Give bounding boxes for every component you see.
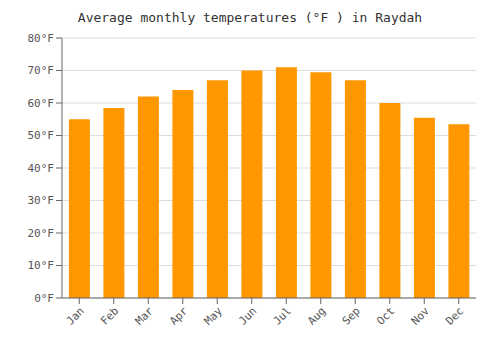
svg-text:Oct: Oct <box>374 304 397 327</box>
svg-text:Aug: Aug <box>305 304 328 327</box>
svg-text:May: May <box>202 304 226 328</box>
svg-text:0°F: 0°F <box>34 292 54 305</box>
svg-text:50°F: 50°F <box>28 129 55 142</box>
svg-text:80°F: 80°F <box>28 32 55 45</box>
svg-text:10°F: 10°F <box>28 259 55 272</box>
svg-text:Feb: Feb <box>98 304 121 327</box>
svg-text:Jan: Jan <box>64 304 87 327</box>
svg-text:30°F: 30°F <box>28 194 55 207</box>
svg-text:Sep: Sep <box>340 304 363 327</box>
svg-text:Jun: Jun <box>236 304 259 327</box>
svg-text:Apr: Apr <box>167 304 191 328</box>
svg-text:40°F: 40°F <box>28 162 55 175</box>
svg-text:20°F: 20°F <box>28 227 55 240</box>
svg-text:Jul: Jul <box>271 304 294 327</box>
html-text:Average monthly temperatures (: Average monthly temperatures (°F ) in Ra… <box>77 10 423 25</box>
svg-text:Nov: Nov <box>409 304 433 328</box>
svg-text:Mar: Mar <box>133 304 157 328</box>
svg-text:70°F: 70°F <box>28 64 55 77</box>
svg-text:Dec: Dec <box>443 304 466 327</box>
svg-text:60°F: 60°F <box>28 97 55 110</box>
